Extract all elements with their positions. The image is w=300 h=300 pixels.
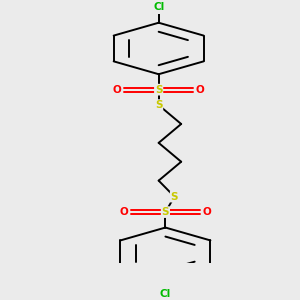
Text: Cl: Cl [160,290,171,299]
Text: S: S [162,207,169,217]
Text: S: S [155,85,162,95]
Text: Cl: Cl [153,2,164,12]
Text: S: S [155,100,162,110]
Text: S: S [171,192,178,202]
Text: O: O [202,207,211,217]
Text: O: O [113,85,122,95]
Text: O: O [119,207,128,217]
Text: O: O [196,85,205,95]
